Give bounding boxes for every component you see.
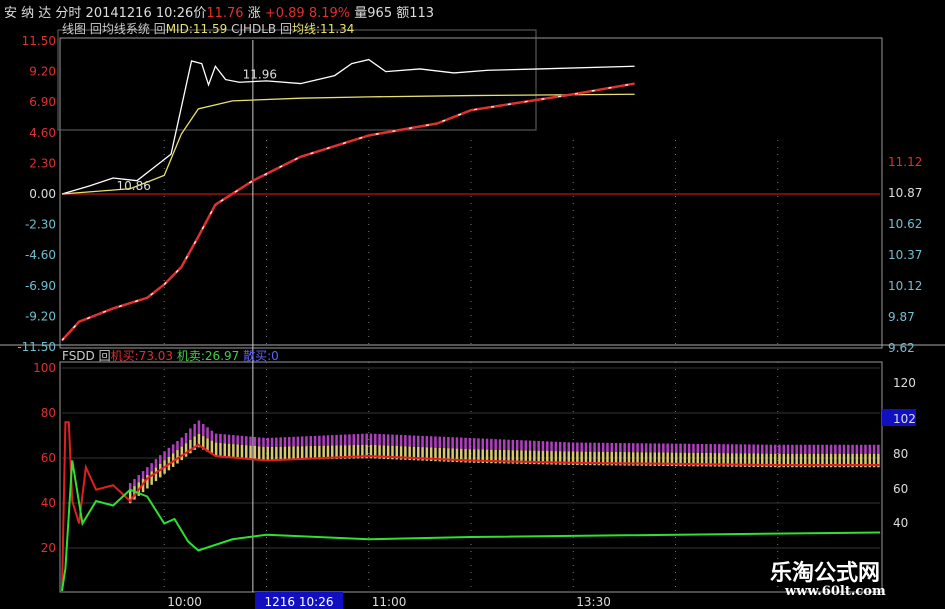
bottom-left-axis-label: 20 — [41, 541, 56, 555]
annotation-low: 10.86 — [117, 179, 151, 193]
right-axis-label: 10.12 — [888, 279, 922, 293]
cursor-time-box — [255, 592, 343, 609]
left-axis-label: 9.20 — [29, 65, 56, 79]
cursor-time-label: 1216 10:26 — [265, 595, 334, 609]
legend-name: 线图 — [62, 22, 87, 36]
bottom-panel-frame — [59, 361, 883, 593]
change-pct: 8.19% — [308, 6, 351, 21]
left-axis-label: -6.90 — [25, 279, 56, 293]
series-sell-line — [61, 460, 881, 592]
annotation-high: 11.96 — [243, 67, 277, 81]
change: +0.89 — [264, 6, 305, 21]
volume: 量965 — [354, 6, 393, 21]
watermark-title: 乐淘公式网 — [770, 561, 881, 586]
datetime: 20141216 10:26 — [85, 6, 194, 21]
time-axis-label: 11:00 — [372, 595, 407, 609]
series-buy-line — [61, 421, 880, 592]
watermark-url: www.60lt.com — [785, 584, 886, 599]
amount: 额113 — [396, 6, 435, 21]
left-axis-label: -9.20 — [25, 309, 56, 323]
series-cum-line — [61, 82, 635, 342]
time-axis-label: 13:30 — [576, 595, 611, 609]
legend-mid-prefix: 回 — [153, 22, 166, 36]
right-axis-label: 9.62 — [888, 341, 915, 355]
right-axis-label: 11.12 — [888, 155, 922, 169]
bottom-right-axis-label: 120 — [893, 376, 916, 390]
left-axis-label: 4.60 — [29, 126, 56, 140]
title-bar: 安 纳 达 分时 20141216 10:26价11.76 涨 +0.89 8.… — [4, 2, 434, 21]
price-label: 价 — [193, 6, 207, 21]
legend-avg: 均线:11.34 — [292, 22, 355, 36]
bottom-legend: FSDD 回机买:73.03 机卖:26.97 散买:0 — [62, 347, 279, 364]
series-cum-dash — [61, 82, 635, 341]
legend-prefix: 回 — [98, 349, 111, 363]
legend-sys: 回均线系统 — [89, 22, 150, 36]
left-axis-label: -11.50 — [17, 340, 56, 354]
legend-sell: 机卖:26.97 — [176, 349, 240, 363]
right-axis-label: 10.87 — [888, 186, 922, 200]
left-axis-label: 11.50 — [22, 34, 56, 48]
cursor-value-box — [882, 409, 916, 426]
right-axis-label: 10.62 — [888, 217, 922, 231]
series-price-line — [61, 58, 635, 195]
bottom-right-axis-label: 60 — [893, 482, 908, 496]
legend-fsdd: FSDD — [62, 349, 95, 363]
top-panel-frame — [59, 37, 883, 349]
bottom-right-axis-label: 80 — [893, 447, 908, 461]
bottom-right-axis-label: 40 — [893, 516, 908, 530]
left-axis-label: 0.00 — [29, 187, 56, 201]
bottom-left-axis-label: 60 — [41, 451, 56, 465]
legend-cjhdlb: CJHDLB — [231, 22, 277, 36]
stock-name: 安 纳 达 分时 — [4, 6, 82, 21]
top-legend: 线图 回均线系统 回MID:11.59 CJHDLB 回均线:11.34 — [62, 20, 354, 37]
time-axis-label: 10:00 — [167, 595, 202, 609]
legend-retail: 散买:0 — [243, 349, 279, 363]
change-label: 涨 — [247, 6, 261, 21]
overlay-frame — [57, 29, 537, 131]
legend-mid: MID:11.59 — [165, 22, 228, 36]
right-axis-label: 10.37 — [888, 248, 922, 262]
series-avg-line — [61, 93, 635, 195]
legend-buy: 机买:73.03 — [110, 349, 174, 363]
left-axis-label: 6.90 — [29, 95, 56, 109]
legend-avg-prefix: 回 — [280, 22, 293, 36]
right-axis-label: 9.87 — [888, 310, 915, 324]
left-axis-label: 2.30 — [29, 156, 56, 170]
bottom-left-axis-label: 100 — [33, 361, 56, 375]
left-axis-label: -4.60 — [25, 248, 56, 262]
left-axis-label: -2.30 — [25, 218, 56, 232]
bottom-left-axis-label: 80 — [41, 406, 56, 420]
bottom-right-axis-label: 102 — [893, 412, 916, 426]
bottom-left-axis-label: 40 — [41, 496, 56, 510]
price: 11.76 — [206, 6, 244, 21]
